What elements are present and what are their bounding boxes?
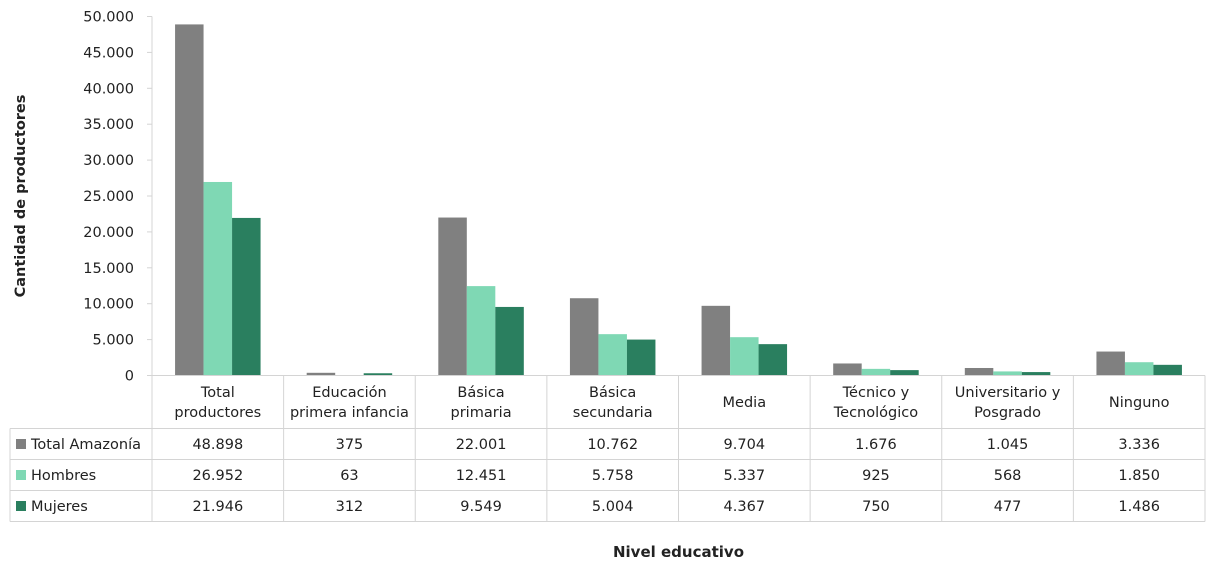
bar-total-amazon-a bbox=[833, 363, 862, 375]
data-label: 375 bbox=[336, 437, 364, 453]
category-label: primaria bbox=[451, 405, 512, 421]
category-label: Básica bbox=[589, 385, 636, 401]
series-name: Mujeres bbox=[31, 499, 88, 515]
y-tick-label: 40.000 bbox=[83, 81, 134, 97]
category-label: secundaria bbox=[573, 405, 653, 421]
category-label: Técnico y bbox=[842, 385, 910, 401]
category-label: productores bbox=[174, 405, 261, 421]
data-label: 5.004 bbox=[592, 499, 634, 515]
data-label: 477 bbox=[994, 499, 1022, 515]
y-tick-label: 5.000 bbox=[92, 333, 134, 349]
y-tick-label: 30.000 bbox=[83, 153, 134, 169]
data-label: 12.451 bbox=[456, 468, 507, 484]
bar-mujeres bbox=[1153, 365, 1182, 376]
data-label: 22.001 bbox=[456, 437, 507, 453]
bar-mujeres bbox=[759, 344, 788, 375]
bar-mujeres bbox=[232, 218, 261, 376]
y-tick-label: 20.000 bbox=[83, 225, 134, 241]
legend-key bbox=[16, 470, 26, 480]
bar-total-amazon-a bbox=[965, 368, 994, 376]
bar-mujeres bbox=[495, 307, 524, 376]
category-label: Básica bbox=[457, 385, 504, 401]
bar-mujeres bbox=[627, 340, 656, 376]
y-tick-label: 15.000 bbox=[83, 261, 134, 277]
series-name: Total Amazonía bbox=[30, 437, 141, 453]
y-tick-label: 50.000 bbox=[83, 10, 134, 26]
data-label: 63 bbox=[340, 468, 358, 484]
bar-hombres bbox=[598, 334, 627, 375]
category-label: Tecnológico bbox=[833, 405, 918, 421]
category-label: Media bbox=[723, 395, 767, 411]
bar-total-amazon-a bbox=[1096, 352, 1125, 376]
data-label: 1.850 bbox=[1118, 468, 1160, 484]
bar-hombres bbox=[1125, 362, 1154, 375]
y-axis-title: Cantidad de productores bbox=[13, 95, 29, 298]
data-label: 312 bbox=[336, 499, 364, 515]
data-label: 5.337 bbox=[724, 468, 766, 484]
bar-total-amazon-a bbox=[175, 24, 204, 375]
bar-total-amazon-a bbox=[438, 218, 467, 376]
data-label: 925 bbox=[862, 468, 890, 484]
bar-hombres bbox=[204, 182, 233, 376]
data-label: 1.676 bbox=[855, 437, 897, 453]
category-label: Posgrado bbox=[974, 405, 1041, 421]
data-label: 1.045 bbox=[987, 437, 1029, 453]
bar-mujeres bbox=[1022, 372, 1051, 375]
bar-hombres bbox=[467, 286, 496, 375]
bar-hombres bbox=[862, 369, 891, 376]
category-label: primera infancia bbox=[290, 405, 409, 421]
legend-key bbox=[16, 439, 26, 449]
data-label: 568 bbox=[994, 468, 1022, 484]
category-label: Ninguno bbox=[1109, 395, 1170, 411]
data-label: 9.549 bbox=[460, 499, 502, 515]
x-axis-title: Nivel educativo bbox=[613, 543, 744, 561]
bar-hombres bbox=[730, 337, 759, 375]
y-tick-label: 10.000 bbox=[83, 297, 134, 313]
y-tick-label: 25.000 bbox=[83, 189, 134, 205]
category-label: Total bbox=[200, 385, 235, 401]
data-label: 48.898 bbox=[192, 437, 243, 453]
data-label: 9.704 bbox=[724, 437, 766, 453]
data-label: 4.367 bbox=[724, 499, 766, 515]
category-label: Universitario y bbox=[955, 385, 1061, 401]
y-tick-label: 45.000 bbox=[83, 45, 134, 61]
y-tick-label: 0 bbox=[125, 369, 134, 385]
data-label: 3.336 bbox=[1118, 437, 1160, 453]
data-label: 21.946 bbox=[192, 499, 243, 515]
category-label: Educación bbox=[312, 385, 386, 401]
data-label: 750 bbox=[862, 499, 890, 515]
data-label: 5.758 bbox=[592, 468, 634, 484]
data-label: 10.762 bbox=[587, 437, 638, 453]
legend-key bbox=[16, 501, 26, 511]
series-name: Hombres bbox=[31, 468, 96, 484]
data-label: 26.952 bbox=[192, 468, 243, 484]
bar-mujeres bbox=[890, 370, 919, 375]
y-tick-label: 35.000 bbox=[83, 117, 134, 133]
bar-hombres bbox=[993, 371, 1022, 375]
bar-total-amazon-a bbox=[702, 306, 731, 376]
bar-total-amazon-a bbox=[570, 298, 599, 375]
data-label: 1.486 bbox=[1118, 499, 1160, 515]
